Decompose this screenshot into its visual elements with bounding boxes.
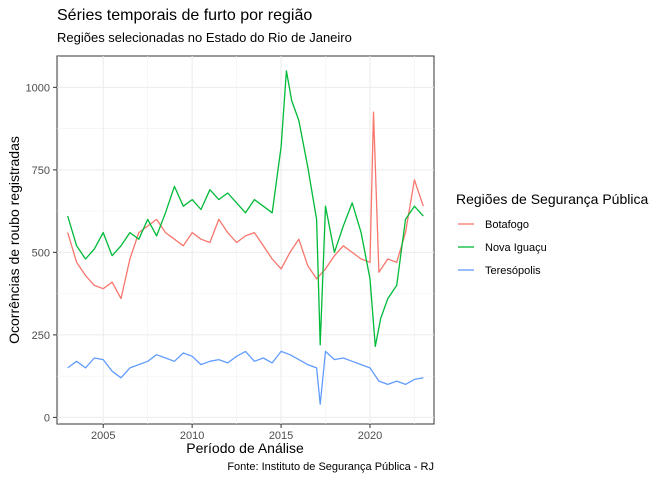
y-tick-label: 0: [44, 412, 50, 424]
legend-title: Regiões de Segurança Pública: [456, 191, 648, 207]
y-axis: 0 250 500 750 1000: [26, 82, 57, 424]
legend-label: Botafogo: [485, 219, 529, 231]
x-axis-title: Período de Análise: [186, 440, 304, 456]
y-tick-label: 500: [32, 247, 50, 259]
y-tick-label: 750: [32, 165, 50, 177]
series-line-teres-polis: [67, 350, 424, 405]
y-tick-label: 250: [32, 330, 50, 342]
chart-title: Séries temporais de furto por região: [57, 7, 312, 24]
x-tick-label: 2015: [269, 430, 293, 442]
series-layer: [67, 70, 424, 405]
x-tick-label: 2010: [180, 430, 204, 442]
legend-items: Botafogo Nova Iguaçu Teresópolis: [458, 219, 547, 277]
legend-label: Nova Iguaçu: [485, 242, 547, 254]
series-line-nova-igua-u: [67, 70, 424, 348]
chart-subtitle: Regiões selecionadas no Estado do Rio de…: [57, 30, 352, 45]
y-axis-title: Ocorrências de roubo registradas: [6, 136, 22, 344]
x-tick-label: 2005: [91, 430, 115, 442]
x-tick-label: 2020: [358, 430, 382, 442]
y-tick-label: 1000: [26, 82, 50, 94]
chart-caption: Fonte: Instituto de Segurança Pública - …: [227, 461, 434, 473]
grid-major: [57, 56, 434, 424]
legend: Regiões de Segurança Pública Botafogo Nov…: [456, 191, 648, 277]
x-axis: 2005 2010 2015 2020: [91, 424, 382, 442]
legend-label: Teresópolis: [485, 265, 541, 277]
series-line-botafogo: [67, 111, 424, 300]
